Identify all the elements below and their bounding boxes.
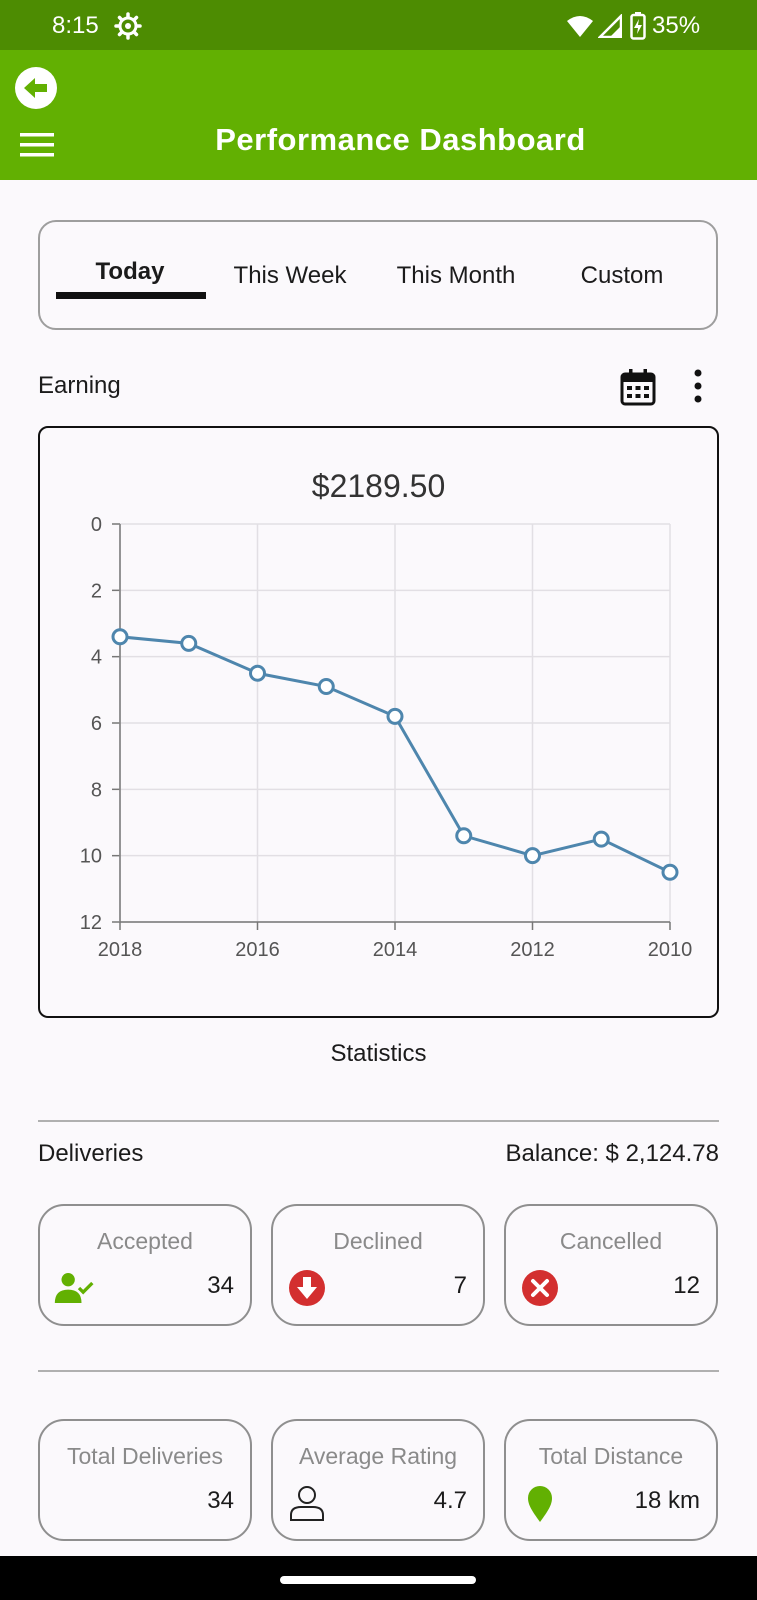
average-rating-value: 4.7 — [433, 1487, 467, 1514]
accepted-label: Accepted — [97, 1228, 193, 1254]
page-title: Performance Dashboard — [215, 122, 586, 157]
data-point — [524, 847, 541, 865]
earning-label: Earning — [38, 372, 121, 399]
earning-amount: $2189.50 — [311, 468, 446, 504]
x-tick-label: 2018 — [98, 939, 143, 961]
cancelled-label: Cancelled — [559, 1228, 663, 1254]
total-distance-card[interactable]: Total Distance 18 km — [504, 1419, 718, 1541]
y-tick-label: 10 — [80, 846, 102, 868]
accepted-value: 34 — [207, 1272, 234, 1299]
more-vertical-icon[interactable] — [686, 368, 710, 404]
status-bar: 8:15 35% — [0, 0, 757, 50]
system-nav-bar — [0, 1556, 757, 1600]
total-distance-label: Total Distance — [538, 1443, 684, 1469]
arrow-down-circle-icon — [289, 1270, 325, 1306]
earning-line-chart: 0 2 4 6 8 10 12 2018 2016 2014 2012 2010 — [80, 514, 693, 961]
deliveries-label: Deliveries — [38, 1140, 144, 1167]
x-tick-label: 2010 — [648, 939, 693, 961]
statistics-label: Statistics — [330, 1040, 427, 1067]
battery-charging-icon — [630, 12, 646, 40]
y-tick-label: 6 — [91, 713, 102, 735]
battery-percent: 35% — [652, 12, 701, 39]
data-point — [386, 707, 404, 725]
total-distance-value: 18 km — [634, 1487, 700, 1514]
average-rating-label: Average Rating — [298, 1443, 458, 1469]
active-tab-indicator — [56, 292, 206, 299]
wifi-icon — [567, 16, 593, 37]
data-point — [249, 664, 266, 682]
divider — [38, 1370, 719, 1372]
y-tick-label: 12 — [80, 912, 102, 934]
data-point — [455, 827, 473, 845]
earning-chart-card: $2189.50 0 2 4 6 8 10 12 2018 2016 2014 2012 2010 — [38, 426, 719, 1018]
data-point — [317, 678, 335, 696]
average-rating-card[interactable]: Average Rating 4.7 — [271, 1419, 485, 1541]
balance-text: Balance: $ 2,124.78 — [505, 1140, 719, 1167]
hamburger-menu-icon[interactable] — [18, 130, 56, 160]
total-deliveries-value: 34 — [207, 1487, 234, 1514]
back-arrow-icon[interactable] — [14, 66, 58, 110]
tab-this-month[interactable]: This Month — [372, 222, 540, 328]
period-tabs: Today This Week This Month Custom — [38, 220, 718, 330]
y-tick-label: 0 — [91, 514, 102, 536]
x-tick-label: 2016 — [235, 939, 280, 961]
data-point — [180, 634, 198, 652]
tab-custom-label: Custom — [580, 262, 664, 289]
home-gesture-handle[interactable] — [280, 1576, 476, 1584]
tab-custom[interactable]: Custom — [538, 222, 706, 328]
tab-this-month-label: This Month — [396, 262, 516, 289]
user-check-icon — [54, 1273, 94, 1303]
data-point — [111, 628, 129, 646]
data-point — [592, 830, 610, 848]
divider — [38, 1120, 719, 1122]
status-time: 8:15 — [52, 12, 99, 39]
tab-this-week-label: This Week — [233, 262, 347, 289]
y-tick-label: 2 — [91, 580, 102, 602]
total-deliveries-label: Total Deliveries — [67, 1443, 223, 1469]
signal-icon — [598, 14, 622, 38]
tab-today[interactable]: Today — [46, 222, 214, 328]
accepted-card[interactable]: Accepted 34 — [38, 1204, 252, 1326]
total-deliveries-card[interactable]: Total Deliveries 34 — [38, 1419, 252, 1541]
tab-this-week[interactable]: This Week — [206, 222, 374, 328]
location-pin-icon — [528, 1486, 552, 1522]
cancelled-card[interactable]: Cancelled 12 — [504, 1204, 718, 1326]
declined-card[interactable]: Declined 7 — [271, 1204, 485, 1326]
x-tick-label: 2014 — [373, 939, 418, 961]
y-tick-label: 8 — [91, 779, 102, 801]
app-bar: Performance Dashboard — [0, 50, 757, 180]
calendar-icon[interactable] — [620, 368, 656, 406]
gear-icon — [114, 12, 142, 40]
x-tick-label: 2012 — [510, 939, 555, 961]
data-point — [661, 863, 679, 881]
declined-value: 7 — [453, 1272, 467, 1299]
close-circle-icon — [522, 1270, 558, 1306]
y-tick-label: 4 — [91, 647, 102, 669]
user-outline-icon — [290, 1486, 324, 1521]
tab-today-label: Today — [95, 258, 165, 285]
cancelled-value: 12 — [673, 1272, 700, 1299]
declined-label: Declined — [333, 1228, 423, 1254]
